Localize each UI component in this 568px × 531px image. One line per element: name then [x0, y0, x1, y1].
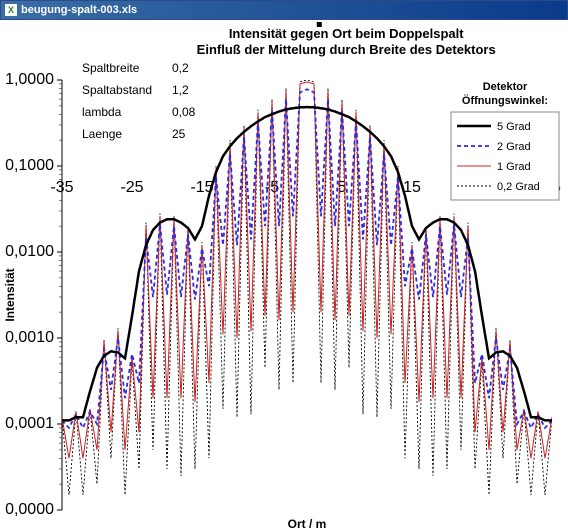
y-tick-label: 1,0000 — [5, 71, 54, 88]
y-tick-label: 0,0100 — [5, 243, 54, 260]
param-label: Spaltabstand — [82, 83, 152, 97]
excel-chart-window: { "window":{"title":"beugung-spalt-003.x… — [0, 0, 568, 531]
param-value: 1,2 — [172, 83, 189, 97]
legend-label: 2 Grad — [497, 141, 531, 153]
param-label: lambda — [82, 105, 122, 119]
chart-title-1: Intensität gegen Ort beim Doppelspalt — [229, 26, 464, 41]
chart-svg: Intensität gegen Ort beim DoppelspaltEin… — [0, 20, 568, 531]
y-tick-label: 0,0001 — [5, 415, 54, 432]
x-tick-label: 15 — [403, 179, 421, 196]
param-label: Spaltbreite — [82, 61, 140, 75]
window-titlebar[interactable]: X beugung-spalt-003.xls — [0, 0, 568, 20]
legend-label: 5 Grad — [497, 121, 531, 133]
legend-title-2: Öffnungswinkel: — [462, 94, 548, 107]
chart-title-2: Einfluß der Mittelung durch Breite des D… — [197, 42, 496, 57]
legend-title-1: Detektor — [483, 81, 528, 93]
param-value: 0,2 — [172, 61, 189, 75]
param-label: Laenge — [82, 127, 122, 141]
x-axis-label: Ort / m — [288, 517, 327, 531]
y-tick-label: 0,0010 — [5, 329, 54, 346]
y-tick-label: 0,0000 — [5, 501, 54, 518]
window-title: beugung-spalt-003.xls — [21, 4, 137, 16]
chart-container: Intensität gegen Ort beim DoppelspaltEin… — [0, 20, 568, 531]
x-tick-label: -35 — [50, 179, 73, 196]
param-value: 0,08 — [172, 105, 196, 119]
y-axis-label: Intensität — [3, 268, 17, 321]
param-value: 25 — [172, 127, 186, 141]
legend-label: 0,2 Grad — [497, 181, 540, 193]
x-tick-label: -25 — [120, 179, 143, 196]
excel-icon: X — [5, 4, 17, 16]
y-tick-label: 0,1000 — [5, 157, 54, 174]
legend-label: 1 Grad — [497, 161, 531, 173]
